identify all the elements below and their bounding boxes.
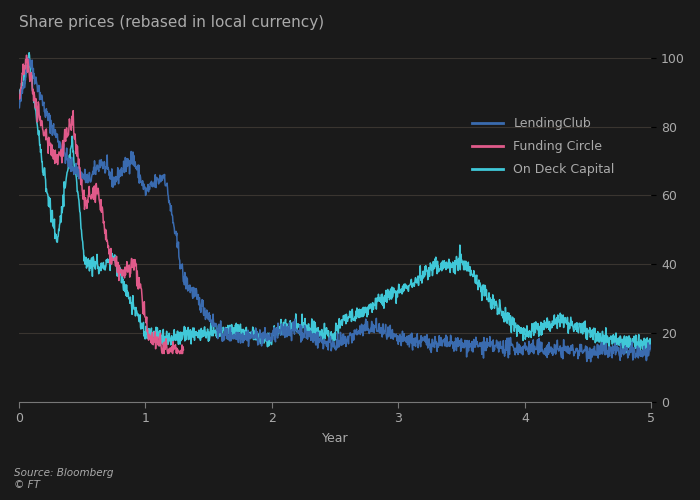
X-axis label: Year: Year (322, 432, 349, 445)
Text: Share prices (rebased in local currency): Share prices (rebased in local currency) (19, 15, 324, 30)
Text: Source: Bloomberg
© FT: Source: Bloomberg © FT (14, 468, 113, 490)
Legend: LendingClub, Funding Circle, On Deck Capital: LendingClub, Funding Circle, On Deck Cap… (467, 112, 620, 181)
